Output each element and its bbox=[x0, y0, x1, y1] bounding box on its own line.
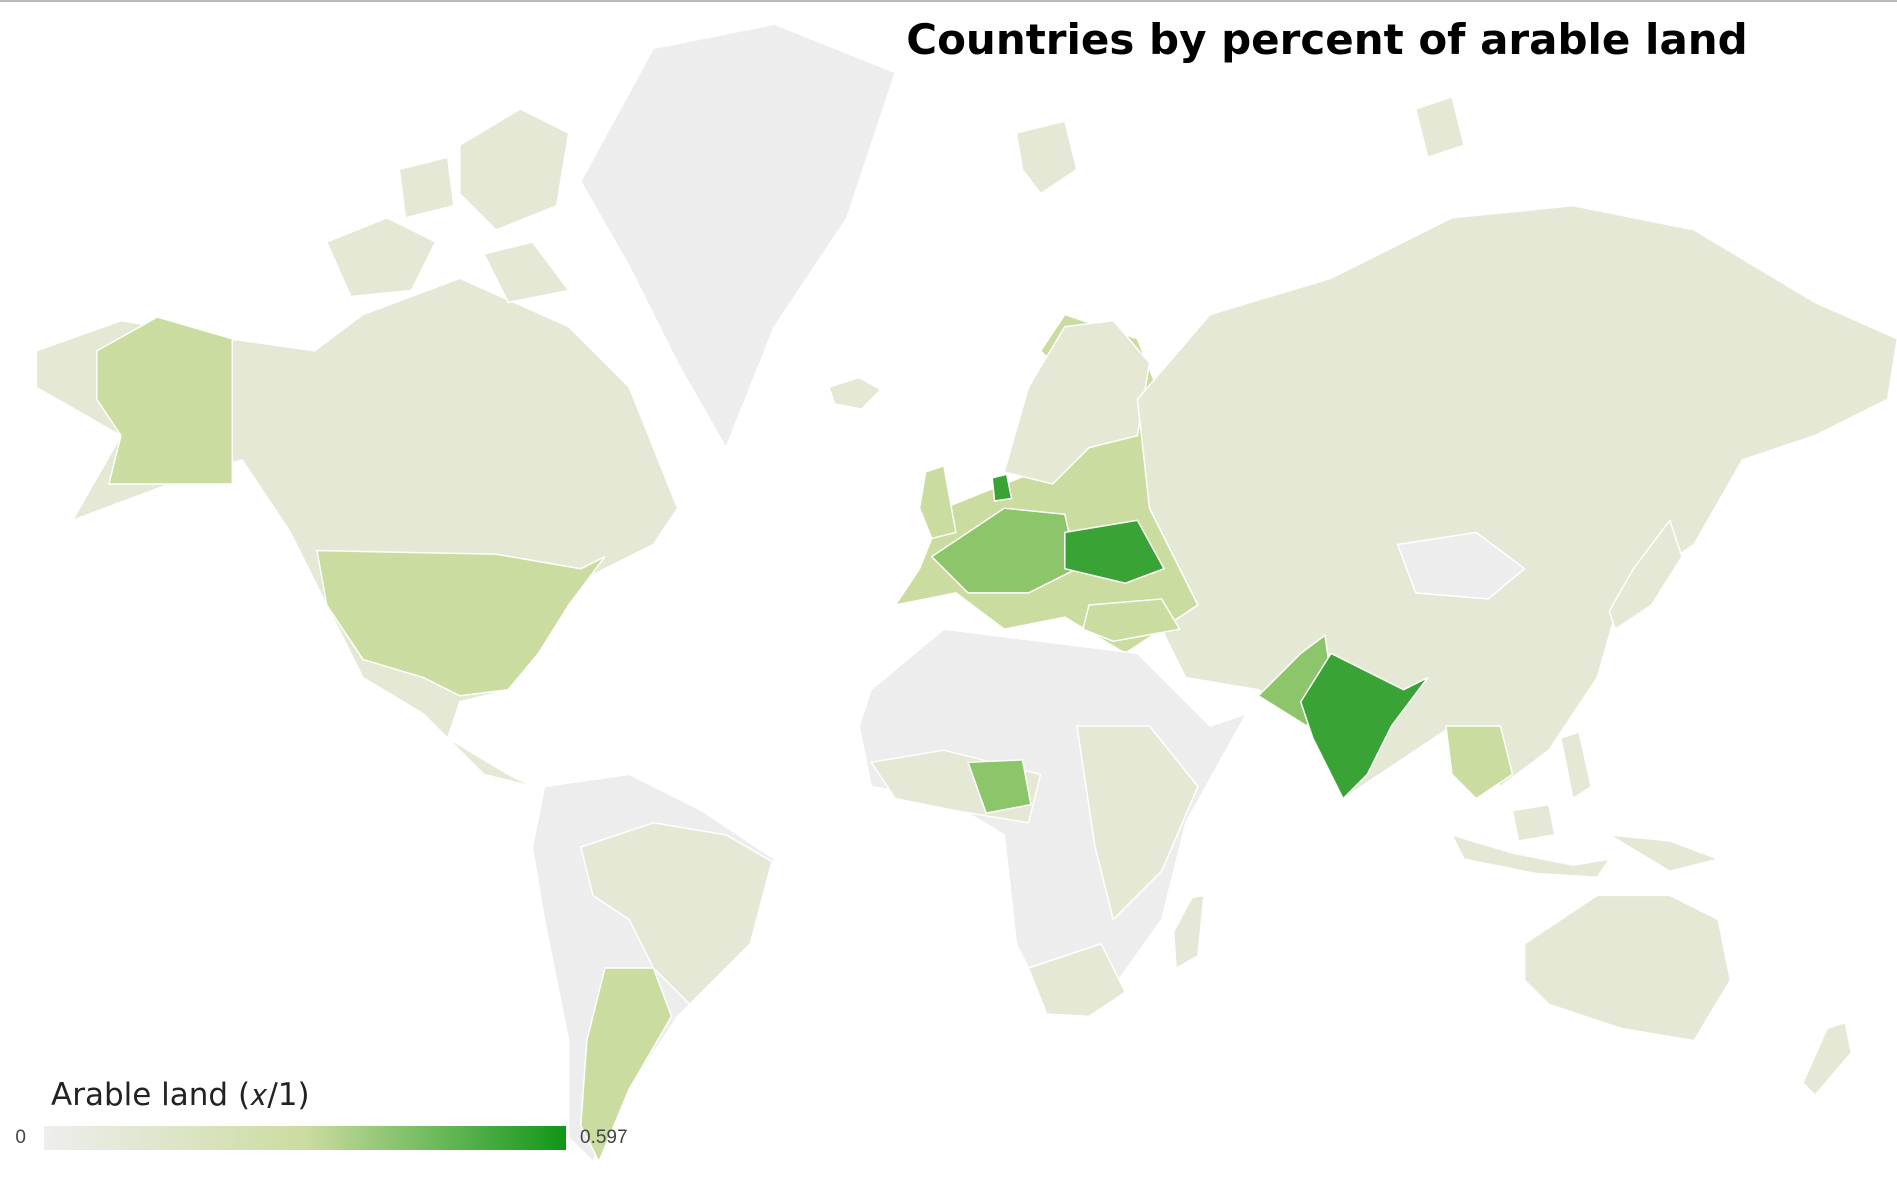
east-africa bbox=[1076, 725, 1199, 922]
asia bbox=[1136, 204, 1897, 800]
svalbard-islands bbox=[1015, 95, 1465, 195]
new-zealand bbox=[1802, 1021, 1853, 1097]
india bbox=[1299, 652, 1429, 800]
australia bbox=[1523, 894, 1732, 1042]
southern-africa bbox=[1027, 942, 1127, 1018]
alaska bbox=[96, 316, 234, 485]
madagascar bbox=[1172, 894, 1205, 970]
denmark bbox=[991, 473, 1013, 502]
britain bbox=[918, 464, 957, 540]
philippines bbox=[1560, 731, 1592, 800]
legend-min: 0 bbox=[15, 1127, 26, 1148]
map-title: Countries by percent of arable land bbox=[906, 15, 1748, 64]
arctic-islands bbox=[325, 108, 570, 304]
argentina bbox=[580, 967, 673, 1164]
color-scale bbox=[44, 1126, 566, 1150]
usa bbox=[316, 549, 606, 697]
world-shapes bbox=[35, 23, 1897, 1164]
ukraine bbox=[1064, 519, 1166, 584]
japan bbox=[1608, 518, 1683, 631]
nigeria bbox=[966, 759, 1032, 814]
scandinavia bbox=[1003, 319, 1151, 485]
southeast-asia bbox=[1445, 725, 1514, 800]
indonesia bbox=[1450, 803, 1721, 878]
turkey bbox=[1082, 598, 1181, 643]
legend-max: 0.597 bbox=[580, 1127, 628, 1148]
mongolia bbox=[1396, 531, 1526, 600]
legend-title: Arable land (𝑥/1) bbox=[51, 1077, 310, 1113]
iceland bbox=[827, 376, 883, 410]
brazil bbox=[579, 822, 773, 1006]
greenland bbox=[579, 23, 897, 450]
